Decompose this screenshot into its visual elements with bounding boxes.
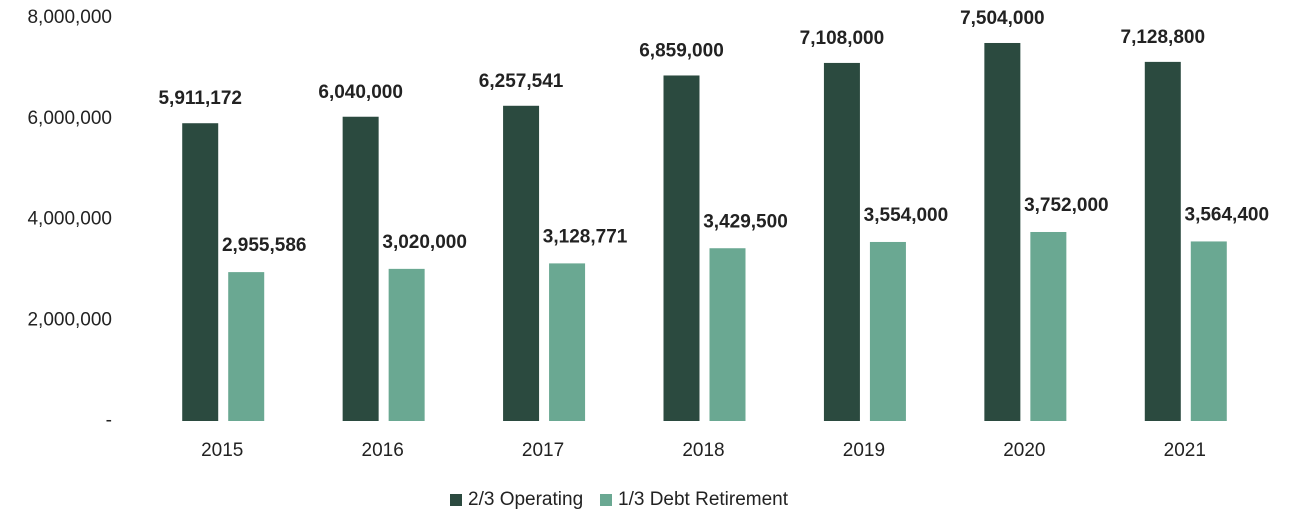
x-tick-label: 2017 xyxy=(522,440,564,461)
legend-label: 1/3 Debt Retirement xyxy=(618,489,789,510)
x-tick-label: 2020 xyxy=(1003,440,1045,461)
bar xyxy=(228,272,265,421)
y-tick-label: 4,000,000 xyxy=(27,209,112,230)
bar xyxy=(182,123,219,422)
bar xyxy=(503,105,540,422)
bar xyxy=(984,42,1021,422)
value-label: 7,504,000 xyxy=(960,8,1045,29)
x-tick-label: 2018 xyxy=(682,440,724,461)
y-tick-label: 2,000,000 xyxy=(27,309,112,330)
value-label: 2,955,586 xyxy=(222,235,307,256)
legend-swatch xyxy=(600,494,612,506)
value-label: 6,040,000 xyxy=(318,82,403,103)
value-label: 6,257,541 xyxy=(479,71,564,92)
bar xyxy=(823,62,860,421)
value-label: 6,859,000 xyxy=(639,40,724,61)
x-tick-label: 2015 xyxy=(201,440,243,461)
y-tick-label: - xyxy=(106,410,112,431)
value-label: 7,108,000 xyxy=(800,28,885,49)
x-tick-label: 2021 xyxy=(1164,440,1206,461)
bar xyxy=(342,116,379,422)
bar xyxy=(663,75,700,421)
bar xyxy=(388,268,425,421)
value-label: 3,752,000 xyxy=(1024,195,1109,216)
bar xyxy=(869,241,906,421)
value-label: 3,128,771 xyxy=(543,226,628,247)
x-tick-label: 2019 xyxy=(843,440,885,461)
value-label: 3,554,000 xyxy=(864,205,949,226)
value-label: 3,020,000 xyxy=(382,232,467,253)
bar xyxy=(709,248,746,421)
value-label: 7,128,800 xyxy=(1121,27,1206,48)
legend-swatch xyxy=(450,494,462,506)
x-tick-label: 2016 xyxy=(362,440,404,461)
y-tick-label: 6,000,000 xyxy=(27,108,112,129)
bar xyxy=(1030,231,1067,421)
y-tick-label: 8,000,000 xyxy=(27,7,112,28)
bar xyxy=(1190,241,1227,421)
value-label: 3,429,500 xyxy=(703,211,788,232)
legend-label: 2/3 Operating xyxy=(468,489,583,510)
bar xyxy=(1144,61,1181,422)
bar xyxy=(549,263,586,421)
value-label: 3,564,400 xyxy=(1185,204,1270,225)
value-label: 5,911,172 xyxy=(158,88,241,109)
